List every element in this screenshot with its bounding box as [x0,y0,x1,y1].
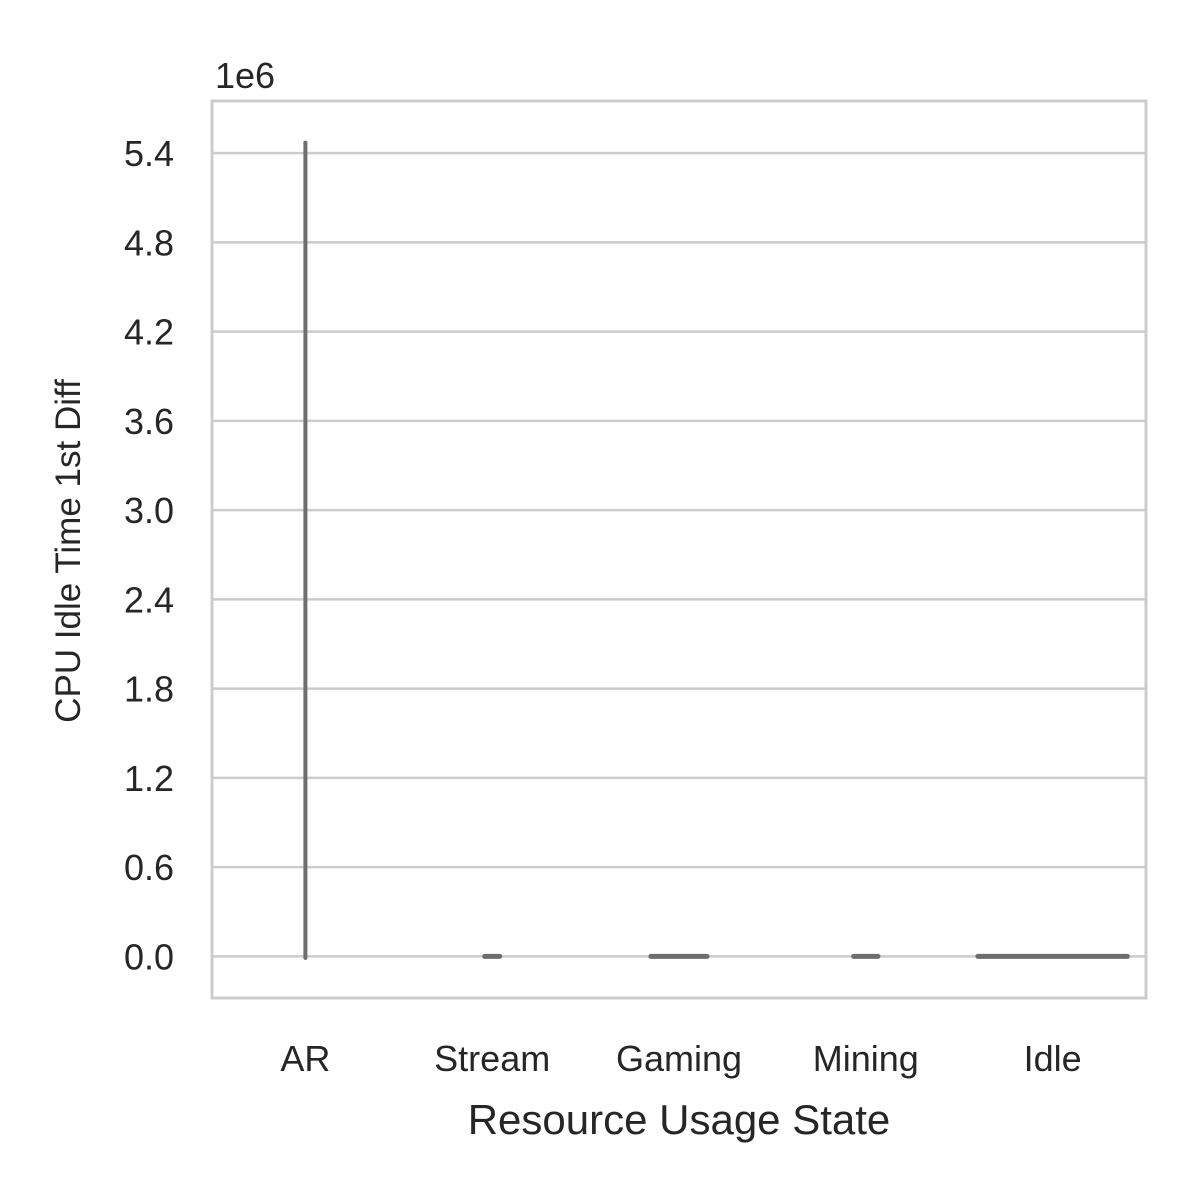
violin-marks [303,140,1130,960]
y-tick-label: 4.2 [124,312,174,353]
x-tick-labels: AR Stream Gaming Mining Idle [280,1038,1081,1079]
y-tick-label: 3.0 [124,490,174,531]
y-tick-labels: 0.0 0.6 1.2 1.8 2.4 3.0 3.6 4.2 4.8 5.4 [124,133,174,977]
y-offset-text: 1e6 [215,55,275,96]
x-axis-title: Resource Usage State [468,1096,891,1143]
y-tick-label: 5.4 [124,133,174,174]
x-tick-label: AR [280,1038,330,1079]
y-tick-label: 2.4 [124,579,174,620]
y-tick-label: 1.2 [124,758,174,799]
y-tick-label: 4.8 [124,222,174,263]
x-tick-label: Mining [813,1038,919,1079]
y-tick-label: 1.8 [124,669,174,710]
grid-lines [212,151,1146,958]
y-tick-label: 0.0 [124,936,174,977]
x-tick-label: Stream [434,1038,550,1079]
y-axis-title: CPU Idle Time 1st Diff [49,379,88,723]
y-tick-label: 0.6 [124,847,174,888]
x-tick-label: Gaming [616,1038,742,1079]
y-tick-label: 3.6 [124,401,174,442]
x-tick-label: Idle [1024,1038,1082,1079]
plot-frame [210,99,1148,1000]
